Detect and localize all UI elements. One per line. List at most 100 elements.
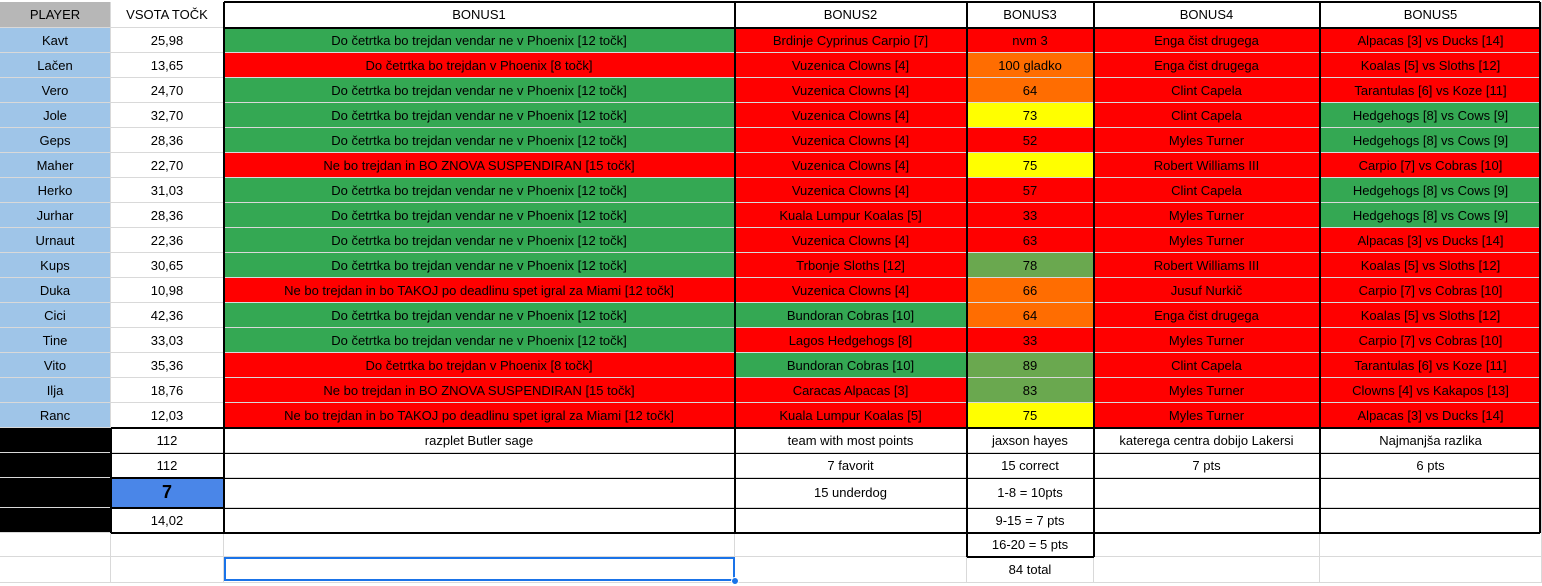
footer-bonus4-cell[interactable]	[1094, 557, 1320, 583]
bonus4-cell[interactable]: Enga čist drugega	[1094, 28, 1320, 53]
bonus2-cell[interactable]: Vuzenica Clowns [4]	[735, 53, 967, 78]
points-cell[interactable]: 28,36	[111, 128, 224, 153]
bonus4-cell[interactable]: Robert Williams III	[1094, 253, 1320, 278]
bonus1-cell[interactable]: Do četrtka bo trejdan vendar ne v Phoeni…	[224, 228, 735, 253]
player-name-cell[interactable]: Geps	[0, 128, 111, 153]
bonus3-cell[interactable]: 52	[967, 128, 1094, 153]
points-cell[interactable]: 33,03	[111, 328, 224, 353]
bonus2-cell[interactable]: Bundoran Cobras [10]	[735, 353, 967, 378]
footer-bonus1-cell[interactable]	[224, 478, 735, 508]
player-name-cell[interactable]: Kups	[0, 253, 111, 278]
points-cell[interactable]: 30,65	[111, 253, 224, 278]
bonus4-cell[interactable]: Robert Williams III	[1094, 153, 1320, 178]
bonus4-cell[interactable]: Myles Turner	[1094, 328, 1320, 353]
bonus2-cell[interactable]: Caracas Alpacas [3]	[735, 378, 967, 403]
bonus4-cell[interactable]: Myles Turner	[1094, 203, 1320, 228]
header-vsota[interactable]: VSOTA TOČK	[111, 2, 224, 28]
bonus5-cell[interactable]: Alpacas [3] vs Ducks [14]	[1320, 228, 1542, 253]
bonus3-cell[interactable]: 33	[967, 203, 1094, 228]
cell-selection-box[interactable]	[224, 557, 735, 581]
points-cell[interactable]: 28,36	[111, 203, 224, 228]
footer-bonus2-cell[interactable]: 7 favorit	[735, 453, 967, 478]
bonus1-cell[interactable]: Do četrtka bo trejdan vendar ne v Phoeni…	[224, 103, 735, 128]
footer-bonus2-cell[interactable]: team with most points	[735, 428, 967, 453]
footer-points-cell[interactable]: 112	[111, 428, 224, 453]
bonus4-cell[interactable]: Clint Capela	[1094, 103, 1320, 128]
footer-points-cell[interactable]	[111, 533, 224, 557]
footer-bonus3-cell[interactable]: 9-15 = 7 pts	[967, 508, 1094, 533]
footer-bonus5-cell[interactable]	[1320, 508, 1542, 533]
footer-player-cell[interactable]	[0, 557, 111, 583]
footer-points-cell[interactable]: 7	[111, 478, 224, 508]
header-b4[interactable]: BONUS4	[1094, 2, 1320, 28]
footer-bonus2-cell[interactable]	[735, 533, 967, 557]
points-cell[interactable]: 32,70	[111, 103, 224, 128]
player-name-cell[interactable]: Jole	[0, 103, 111, 128]
bonus5-cell[interactable]: Carpio [7] vs Cobras [10]	[1320, 153, 1542, 178]
bonus2-cell[interactable]: Vuzenica Clowns [4]	[735, 78, 967, 103]
footer-points-cell[interactable]	[111, 557, 224, 583]
footer-bonus3-cell[interactable]: 1-8 = 10pts	[967, 478, 1094, 508]
footer-points-cell[interactable]: 14,02	[111, 508, 224, 533]
bonus1-cell[interactable]: Do četrtka bo trejdan vendar ne v Phoeni…	[224, 178, 735, 203]
bonus3-cell[interactable]: nvm 3	[967, 28, 1094, 53]
bonus1-cell[interactable]: Do četrtka bo trejdan vendar ne v Phoeni…	[224, 203, 735, 228]
points-cell[interactable]: 35,36	[111, 353, 224, 378]
bonus4-cell[interactable]: Enga čist drugega	[1094, 303, 1320, 328]
footer-bonus1-cell[interactable]: razplet Butler sage	[224, 428, 735, 453]
bonus5-cell[interactable]: Hedgehogs [8] vs Cows [9]	[1320, 203, 1542, 228]
player-name-cell[interactable]: Duka	[0, 278, 111, 303]
bonus5-cell[interactable]: Hedgehogs [8] vs Cows [9]	[1320, 128, 1542, 153]
footer-bonus4-cell[interactable]: 7 pts	[1094, 453, 1320, 478]
points-cell[interactable]: 12,03	[111, 403, 224, 428]
footer-bonus2-cell[interactable]: 15 underdog	[735, 478, 967, 508]
bonus2-cell[interactable]: Vuzenica Clowns [4]	[735, 128, 967, 153]
player-name-cell[interactable]: Jurhar	[0, 203, 111, 228]
bonus3-cell[interactable]: 100 gladko	[967, 53, 1094, 78]
player-name-cell[interactable]: Lačen	[0, 53, 111, 78]
footer-bonus3-cell[interactable]: jaxson hayes	[967, 428, 1094, 453]
footer-player-cell[interactable]	[0, 508, 111, 533]
footer-bonus2-cell[interactable]	[735, 557, 967, 583]
bonus1-cell[interactable]: Do četrtka bo trejdan vendar ne v Phoeni…	[224, 78, 735, 103]
points-cell[interactable]: 13,65	[111, 53, 224, 78]
bonus4-cell[interactable]: Clint Capela	[1094, 178, 1320, 203]
header-b3[interactable]: BONUS3	[967, 2, 1094, 28]
bonus1-cell[interactable]: Do četrtka bo trejdan v Phoenix [8 točk]	[224, 53, 735, 78]
bonus3-cell[interactable]: 73	[967, 103, 1094, 128]
bonus4-cell[interactable]: Myles Turner	[1094, 378, 1320, 403]
header-b5[interactable]: BONUS5	[1320, 2, 1542, 28]
bonus2-cell[interactable]: Brdinje Cyprinus Carpio [7]	[735, 28, 967, 53]
bonus3-cell[interactable]: 89	[967, 353, 1094, 378]
bonus4-cell[interactable]: Myles Turner	[1094, 228, 1320, 253]
header-player[interactable]: PLAYER	[0, 2, 111, 28]
bonus2-cell[interactable]: Kuala Lumpur Koalas [5]	[735, 403, 967, 428]
bonus4-cell[interactable]: Clint Capela	[1094, 353, 1320, 378]
player-name-cell[interactable]: Herko	[0, 178, 111, 203]
header-b1[interactable]: BONUS1	[224, 2, 735, 28]
points-cell[interactable]: 22,70	[111, 153, 224, 178]
bonus1-cell[interactable]: Do četrtka bo trejdan v Phoenix [8 točk]	[224, 353, 735, 378]
footer-bonus5-cell[interactable]: 6 pts	[1320, 453, 1542, 478]
player-name-cell[interactable]: Kavt	[0, 28, 111, 53]
player-name-cell[interactable]: Urnaut	[0, 228, 111, 253]
bonus2-cell[interactable]: Vuzenica Clowns [4]	[735, 153, 967, 178]
bonus5-cell[interactable]: Tarantulas [6] vs Koze [11]	[1320, 78, 1542, 103]
bonus1-cell[interactable]: Do četrtka bo trejdan vendar ne v Phoeni…	[224, 28, 735, 53]
footer-player-cell[interactable]	[0, 478, 111, 508]
bonus1-cell[interactable]: Do četrtka bo trejdan vendar ne v Phoeni…	[224, 128, 735, 153]
bonus4-cell[interactable]: Enga čist drugega	[1094, 53, 1320, 78]
footer-bonus1-cell[interactable]	[224, 453, 735, 478]
footer-bonus1-cell[interactable]	[224, 533, 735, 557]
footer-bonus5-cell[interactable]	[1320, 478, 1542, 508]
bonus3-cell[interactable]: 78	[967, 253, 1094, 278]
player-name-cell[interactable]: Tine	[0, 328, 111, 353]
player-name-cell[interactable]: Ranc	[0, 403, 111, 428]
bonus5-cell[interactable]: Koalas [5] vs Sloths [12]	[1320, 303, 1542, 328]
bonus5-cell[interactable]: Koalas [5] vs Sloths [12]	[1320, 253, 1542, 278]
points-cell[interactable]: 18,76	[111, 378, 224, 403]
footer-bonus1-cell[interactable]	[224, 508, 735, 533]
footer-bonus4-cell[interactable]: katerega centra dobijo Lakersi	[1094, 428, 1320, 453]
footer-bonus5-cell[interactable]	[1320, 533, 1542, 557]
footer-bonus4-cell[interactable]	[1094, 508, 1320, 533]
